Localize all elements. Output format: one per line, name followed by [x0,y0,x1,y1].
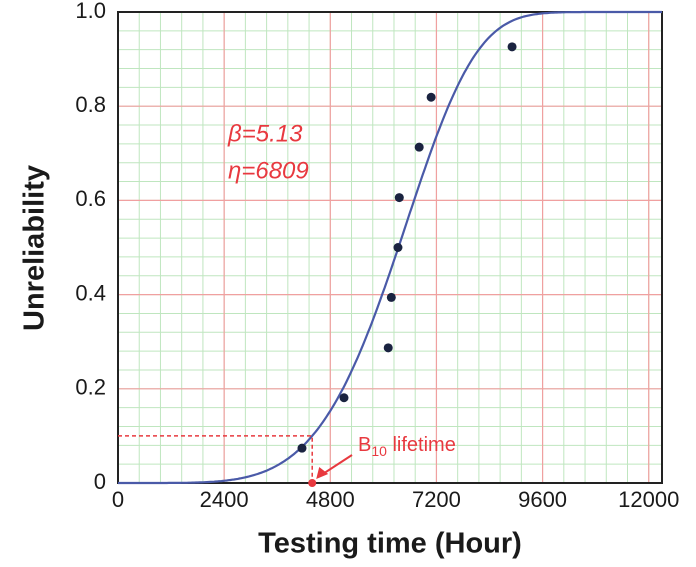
b10-point [308,479,317,487]
eta-label: η=6809 [228,157,309,184]
data-point [386,292,396,302]
x-tick-label: 4800 [306,487,355,512]
data-point [339,393,349,403]
data-point [383,343,393,353]
b10-label: B10 lifetime [358,434,456,458]
x-tick-label: 0 [112,487,124,512]
y-axis-title: Unreliability [19,165,51,331]
data-point [426,92,436,102]
y-tick-label: 0.2 [75,375,106,400]
x-tick-label: 9600 [518,487,567,512]
data-point [393,243,403,252]
x-tick-label: 7200 [412,487,461,512]
b10-base: B [358,434,371,456]
y-tick-label: 0.4 [75,280,106,305]
b10-arrowhead [316,467,329,479]
y-tick-label: 0.8 [75,92,106,117]
y-tick-label: 0.6 [75,186,106,211]
b10-guide [118,435,313,483]
y-tick-label: 1.0 [75,0,106,23]
beta-label: β=5.13 [227,120,303,147]
x-tick-label: 2400 [200,487,249,512]
data-point [414,142,424,152]
y-tick-label: 0 [94,469,106,494]
data-point [394,193,404,203]
x-tick-label: 12000 [618,487,679,512]
data-point [297,443,307,453]
b10-text: lifetime [387,434,456,456]
b10-sub: 10 [371,443,387,459]
grid [117,11,662,484]
data-point [507,42,517,52]
plot-frame [117,11,663,484]
fit-curve [118,10,662,485]
x-axis-title: Testing time (Hour) [258,528,522,560]
